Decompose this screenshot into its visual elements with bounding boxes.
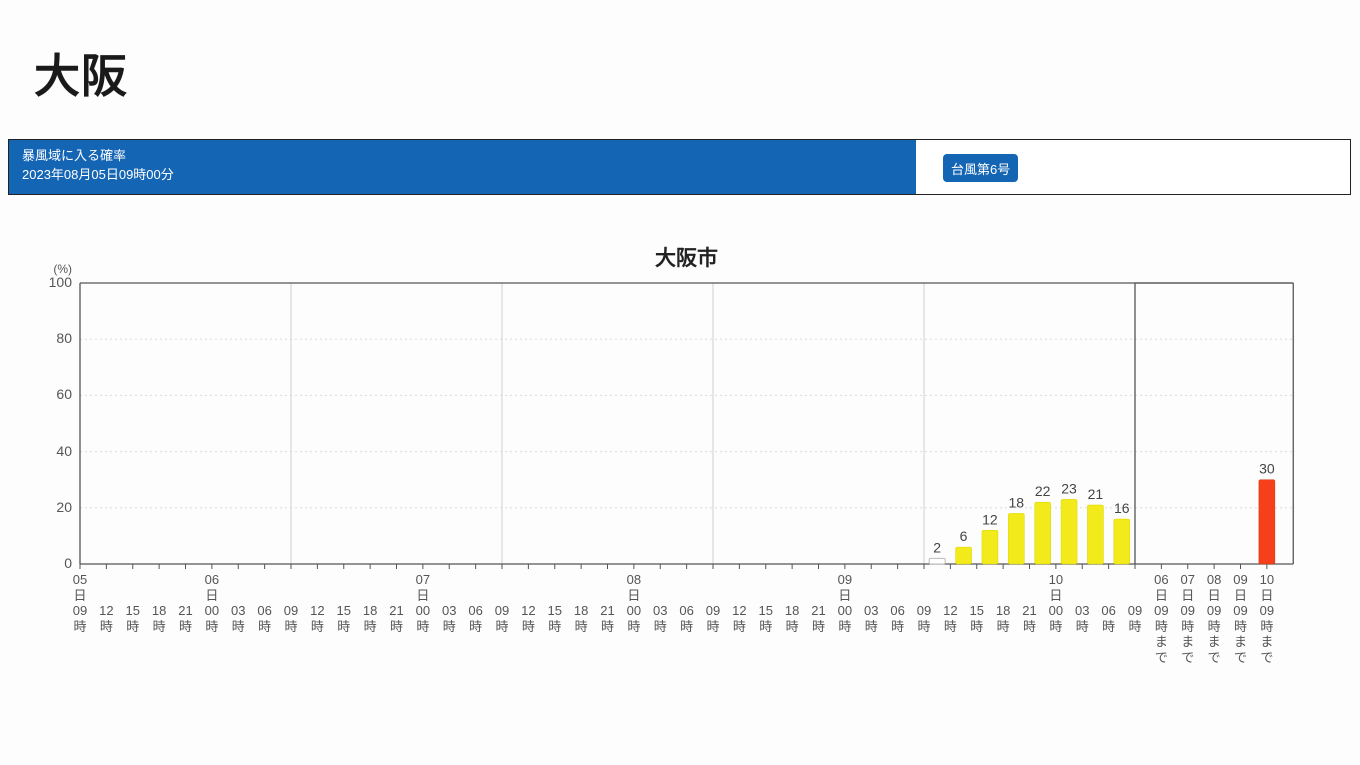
svg-text:23: 23 — [1061, 480, 1077, 496]
svg-text:22: 22 — [1035, 483, 1051, 499]
svg-text:21: 21 — [1088, 486, 1104, 502]
svg-text:12: 12 — [982, 511, 998, 527]
svg-text:18: 18 — [1009, 494, 1025, 510]
svg-text:16: 16 — [1114, 500, 1130, 516]
svg-text:6: 6 — [960, 528, 968, 544]
svg-text:2: 2 — [933, 539, 941, 555]
svg-text:30: 30 — [1259, 461, 1275, 477]
